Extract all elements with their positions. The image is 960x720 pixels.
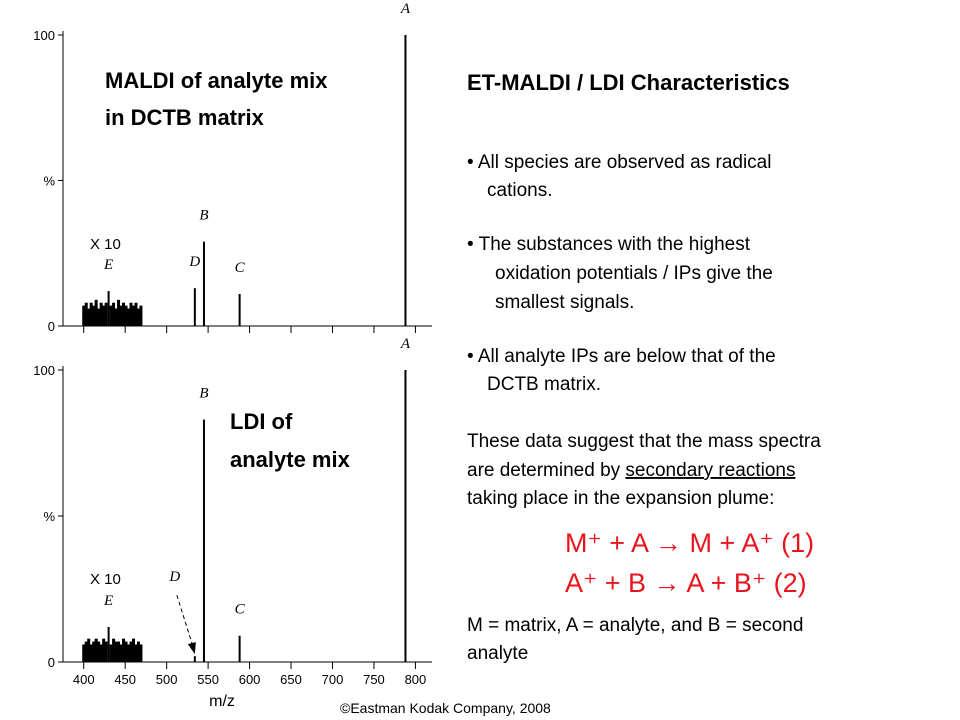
paragraph: These data suggest that the mass spectra <box>467 431 821 452</box>
x-tick-label: 650 <box>280 672 302 687</box>
bullet: • All analyte IPs are below that of the <box>467 346 776 367</box>
chart-title: LDI of <box>230 409 293 434</box>
equation: M⁺ + A → M + A⁺ (1) <box>565 528 814 558</box>
peak-label: A <box>400 336 411 352</box>
bullet: smallest signals. <box>495 292 634 313</box>
scale-note: X 10 <box>90 236 121 253</box>
y-tick-label: 0 <box>48 655 55 670</box>
arrow-head <box>187 642 196 655</box>
paragraph: are determined by secondary reactions <box>467 460 795 481</box>
y-tick-label: 100 <box>33 28 55 43</box>
peak-label: C <box>235 602 246 618</box>
y-tick-label: % <box>43 509 55 524</box>
peak-label: D <box>188 254 200 270</box>
y-tick-label: 100 <box>33 363 55 378</box>
peak-label: E <box>103 257 113 273</box>
peak-label: A <box>400 1 411 17</box>
x-tick-label: 600 <box>239 672 261 687</box>
paragraph: taking place in the expansion plume: <box>467 488 774 509</box>
chart-title: MALDI of analyte mix <box>105 68 328 93</box>
x-tick-label: 750 <box>363 672 385 687</box>
heading: ET-MALDI / LDI Characteristics <box>467 70 790 95</box>
x-tick-label: 500 <box>156 672 178 687</box>
definition: analyte <box>467 643 528 664</box>
x-tick-label: 400 <box>73 672 95 687</box>
bullet: DCTB matrix. <box>487 374 601 395</box>
peak-label: B <box>199 386 208 402</box>
x-tick-label: 700 <box>322 672 344 687</box>
scale-note: X 10 <box>90 571 121 588</box>
underlined-term: secondary reactions <box>625 460 795 481</box>
y-tick-label: 0 <box>48 319 55 334</box>
x-tick-label: 550 <box>197 672 219 687</box>
bullet: • The substances with the highest <box>467 234 751 255</box>
arrow <box>176 595 194 647</box>
bullet: oxidation potentials / IPs give the <box>495 263 773 284</box>
x-axis-label: m/z <box>209 693 235 710</box>
peak-label: E <box>103 593 113 609</box>
peak-label: D <box>168 569 180 585</box>
peak-label: B <box>199 208 208 224</box>
equation: A⁺ + B → A + B⁺ (2) <box>565 568 807 598</box>
definition: M = matrix, A = analyte, and B = second <box>467 615 803 636</box>
paragraph-part: are determined by <box>467 460 625 481</box>
chart-title: in DCTB matrix <box>105 105 265 130</box>
chart-title: analyte mix <box>230 447 351 472</box>
copyright: ©Eastman Kodak Company, 2008 <box>340 700 551 716</box>
peak-label: C <box>235 260 246 276</box>
bullet: cations. <box>487 180 552 201</box>
x-tick-label: 450 <box>114 672 136 687</box>
x-tick-label: 800 <box>405 672 427 687</box>
y-tick-label: % <box>43 174 55 189</box>
bullet: • All species are observed as radical <box>467 152 771 173</box>
